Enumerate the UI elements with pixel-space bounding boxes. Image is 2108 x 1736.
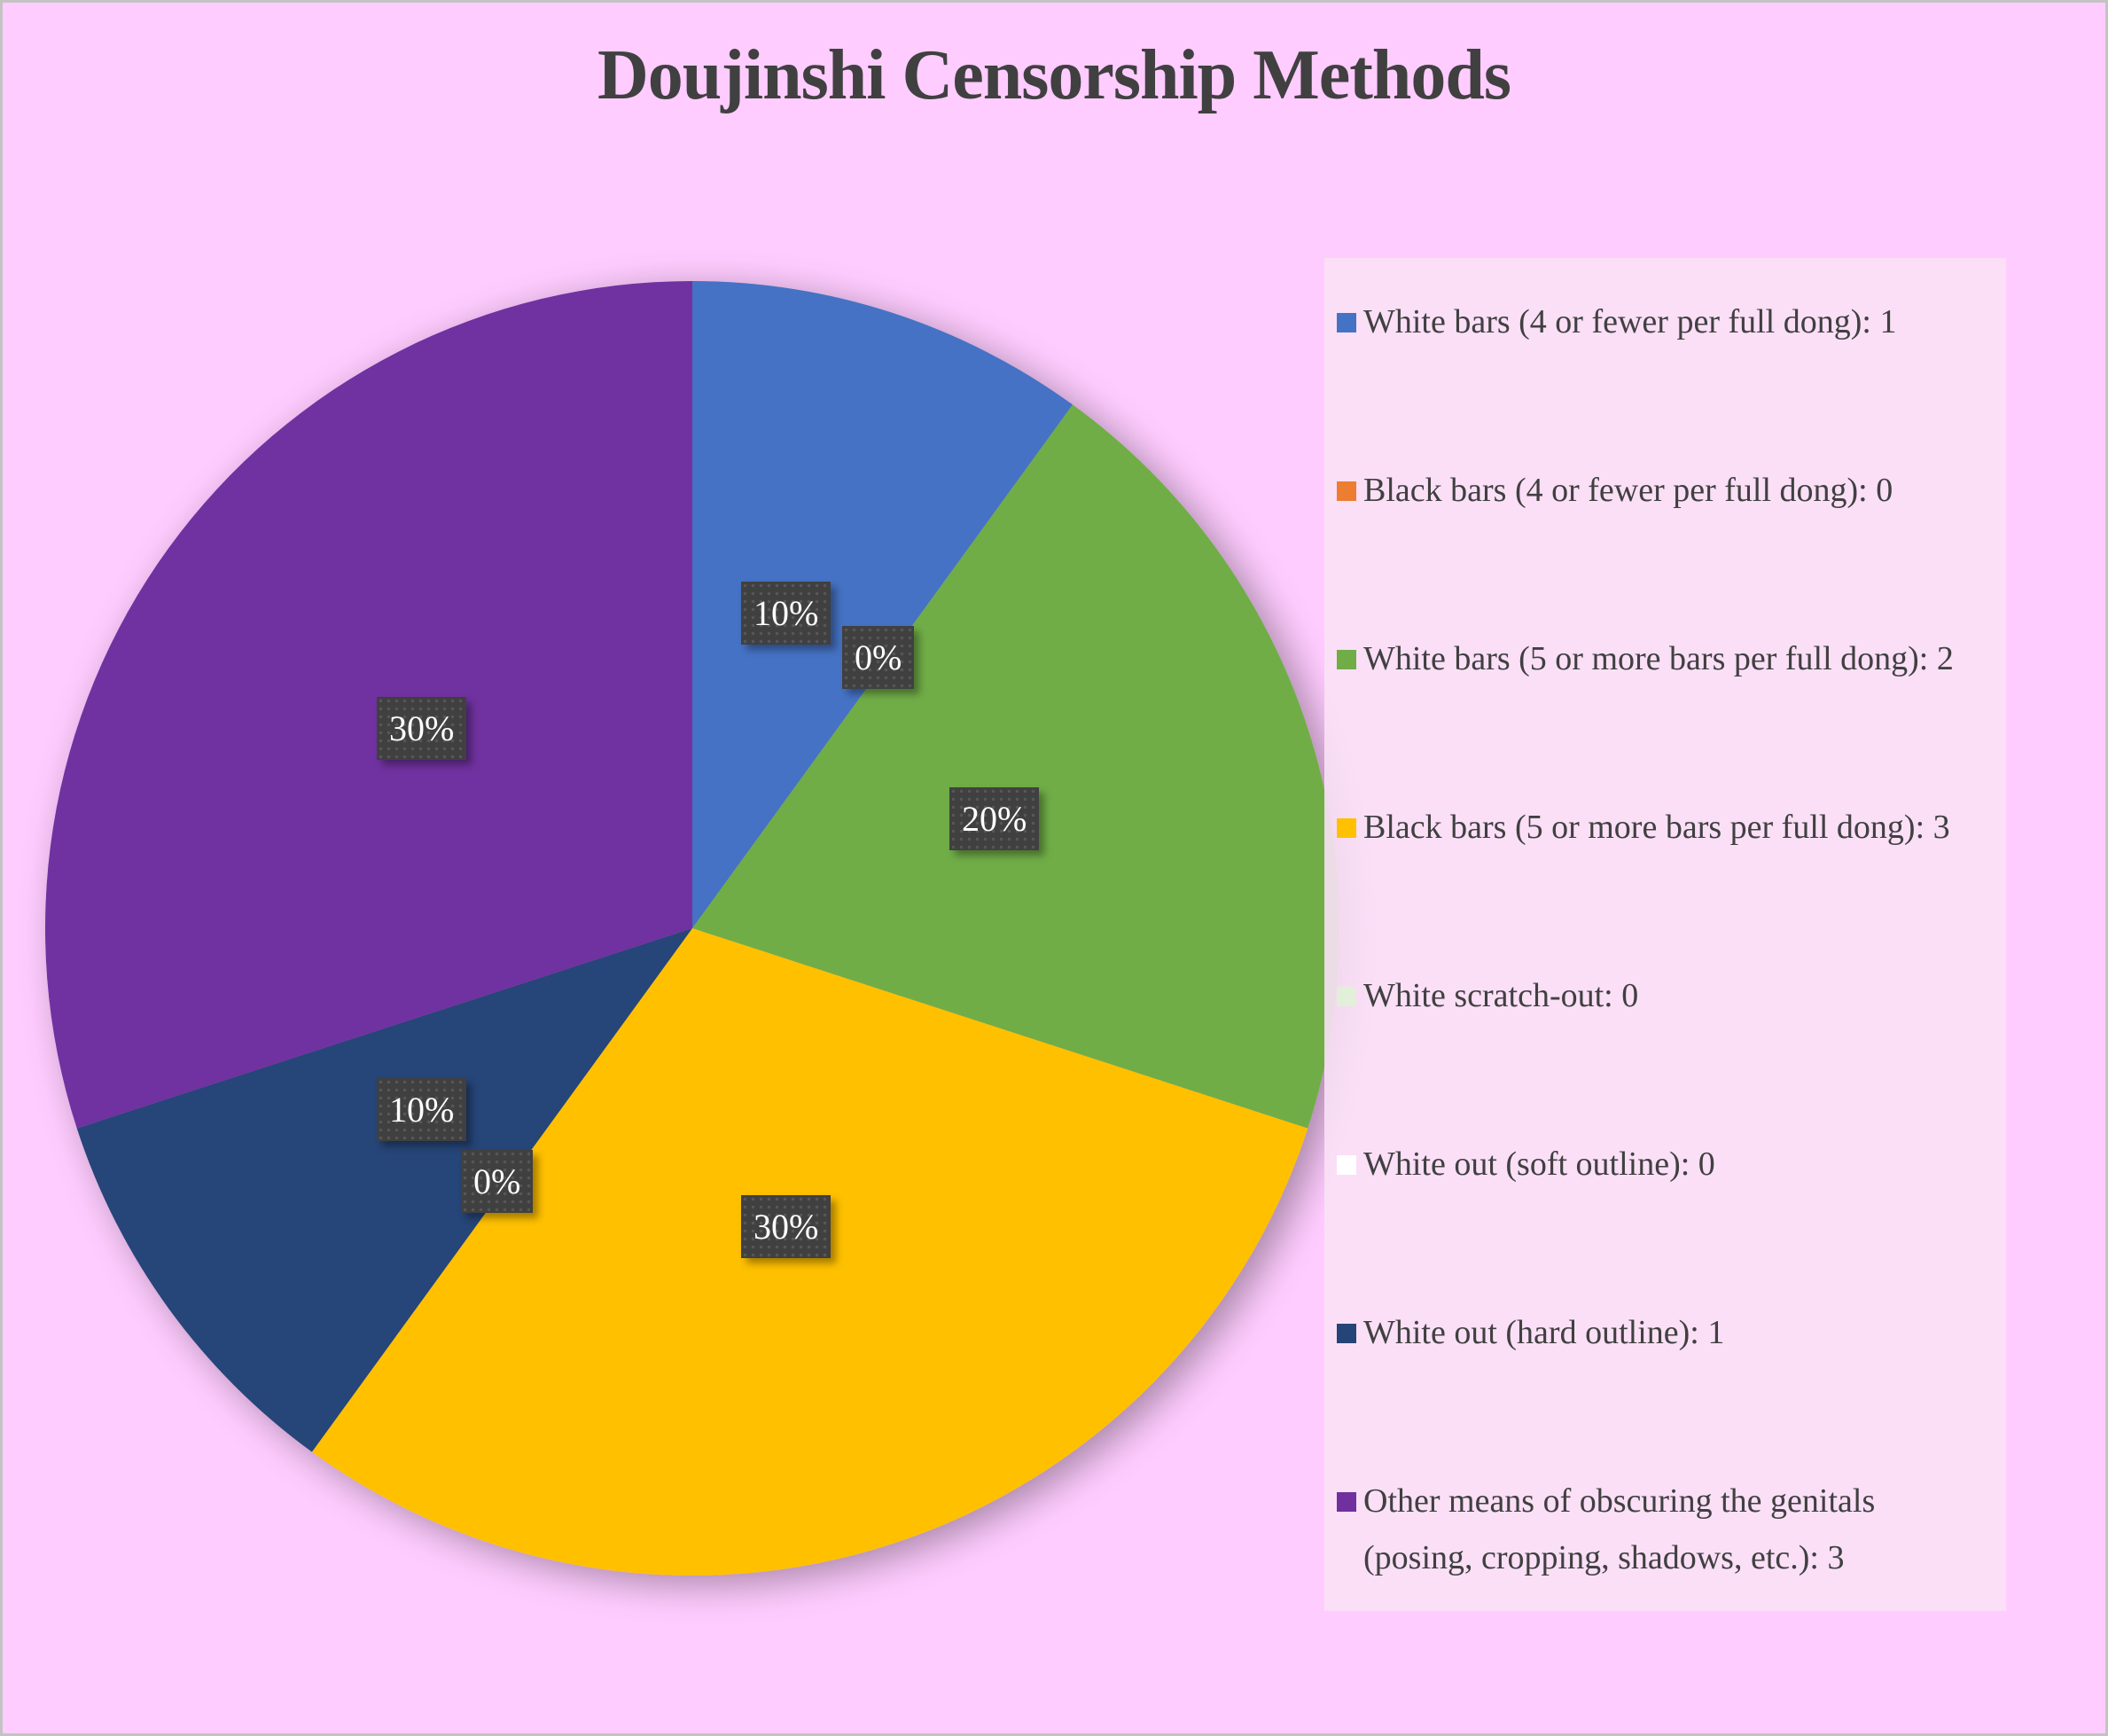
legend-item: White bars (4 or fewer per full dong): 1 (1337, 293, 1993, 350)
legend-swatch-icon (1337, 987, 1356, 1006)
chart-title: Doujinshi Censorship Methods (597, 36, 1511, 114)
legend-swatch-icon (1337, 313, 1356, 332)
pie-slice (692, 281, 1074, 928)
data-label: 30% (741, 1195, 831, 1258)
data-label: 0% (461, 1150, 534, 1213)
legend-item: White out (soft outline): 0 (1337, 1136, 1993, 1193)
legend-label: White scratch-out: 0 (1363, 977, 1639, 1014)
legend-label: White out (hard outline): 1 (1363, 1314, 1725, 1351)
legend-swatch-icon (1337, 1155, 1356, 1175)
data-label: 10% (377, 1078, 467, 1141)
legend-item: White out (hard outline): 1 (1337, 1304, 1993, 1361)
legend-label: Black bars (5 or more bars per full dong… (1363, 809, 1950, 846)
legend-swatch-icon (1337, 1492, 1356, 1512)
legend-item: Other means of obscuring the genitals (p… (1337, 1473, 1993, 1586)
pie-slice (692, 404, 1339, 1129)
legend-label: White bars (4 or fewer per full dong): 1 (1363, 303, 1897, 340)
legend-swatch-icon (1337, 1324, 1356, 1343)
legend-swatch-icon (1337, 650, 1356, 669)
legend: White bars (4 or fewer per full dong): 1… (1324, 258, 2006, 1611)
legend-label: Black bars (4 or fewer per full dong): 0 (1363, 472, 1893, 509)
legend-label: White bars (5 or more bars per full dong… (1363, 640, 1954, 677)
legend-swatch-icon (1337, 818, 1356, 838)
legend-label: Other means of obscuring the genitals (p… (1363, 1482, 1876, 1576)
legend-item: White scratch-out: 0 (1337, 967, 1993, 1024)
legend-item: Black bars (5 or more bars per full dong… (1337, 799, 1993, 856)
data-label: 30% (377, 697, 467, 760)
legend-item: Black bars (4 or fewer per full dong): 0 (1337, 462, 1993, 519)
data-label: 20% (949, 787, 1040, 850)
legend-item: White bars (5 or more bars per full dong… (1337, 630, 1993, 687)
data-label: 0% (842, 626, 915, 689)
pie-slice (76, 928, 692, 1452)
pie-slice (44, 281, 693, 1129)
legend-swatch-icon (1337, 481, 1356, 501)
legend-label: White out (soft outline): 0 (1363, 1146, 1715, 1183)
data-label: 10% (741, 582, 831, 645)
